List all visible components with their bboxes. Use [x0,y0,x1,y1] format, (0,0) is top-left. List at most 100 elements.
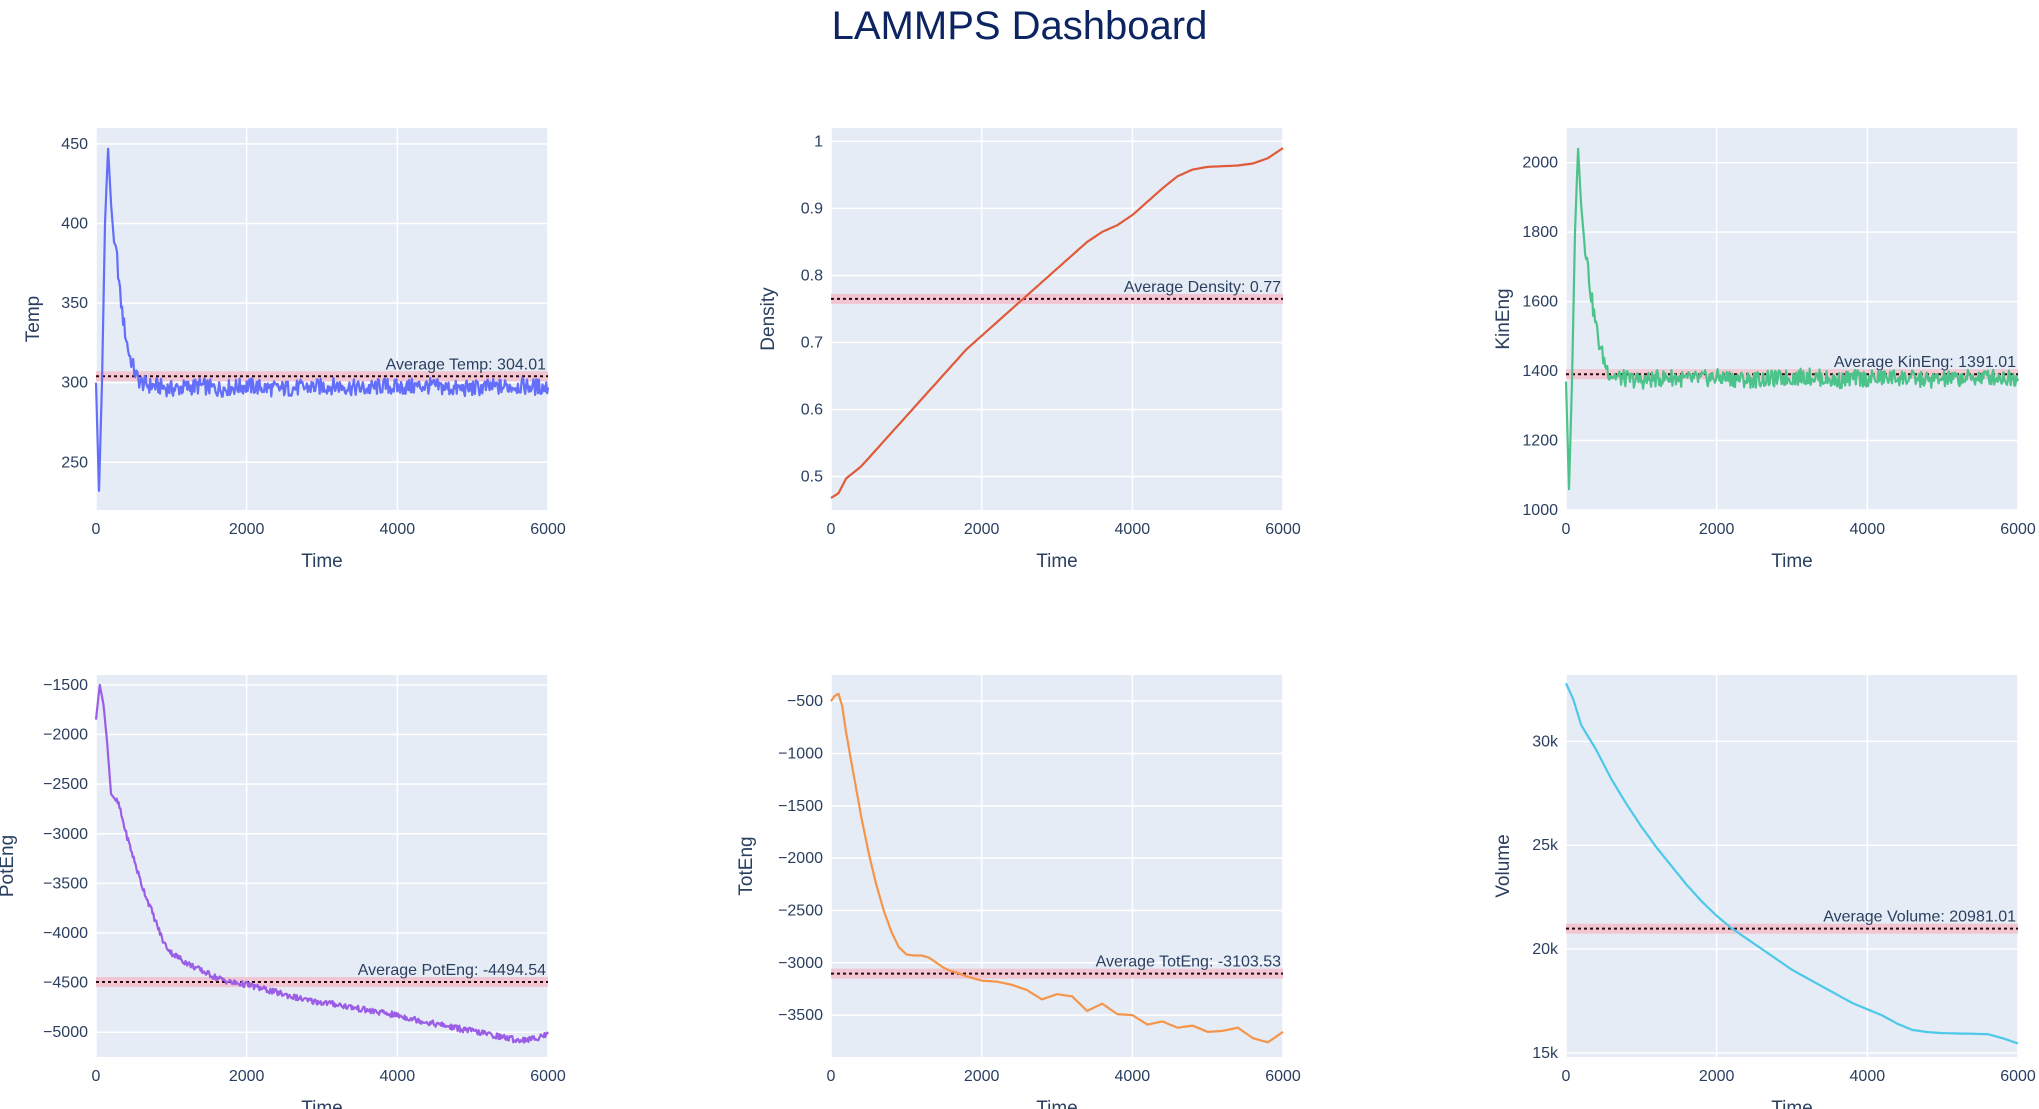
dashboard-title: LAMMPS Dashboard [831,4,1208,48]
y-tick-label: 0.8 [801,267,823,284]
plot-background [96,128,548,510]
x-tick-label: 0 [92,521,101,538]
chart-kineng: 0 2000 4000 6000 1000 1200 1400 1600 1800 2000 Ave… [1493,128,2036,572]
y-tick-label: 0.9 [801,200,823,217]
average-band [96,977,548,988]
y-axis-title: KinEng [1493,288,1514,349]
series-line-poteng [94,683,549,1044]
average-band [831,293,1283,304]
y-tick-label: 350 [61,295,88,312]
y-tick-label: −4000 [43,925,88,942]
x-tick-label: 0 [92,1068,101,1085]
y-axis-title: PotEng [0,835,18,897]
y-tick-label: 25k [1532,837,1559,854]
x-tick-label: 2000 [1699,1068,1735,1085]
series-line-volume [1564,682,2019,1045]
x-axis-title: Time [1036,1098,1078,1109]
plot-background [1566,675,2018,1057]
y-tick-label: −3000 [778,955,823,972]
x-tick-label: 6000 [1265,1068,1301,1085]
plot-background [831,128,1283,510]
x-tick-label: 4000 [1850,521,1886,538]
y-tick-label: 300 [61,375,88,392]
x-tick-label: 2000 [1699,521,1735,538]
x-tick-label: 6000 [1265,521,1301,538]
y-tick-label: −4500 [43,975,88,992]
average-annotation: Average Density: 0.77 [1124,279,1281,296]
y-tick-label: 1800 [1522,224,1558,241]
y-tick-label: 2000 [1522,155,1558,172]
chart-poteng: 0 2000 4000 6000 −5000 −4500 −4000 −3500 −3000 −2… [0,675,566,1109]
y-tick-label: −1500 [778,798,823,815]
x-tick-label: 4000 [1850,1068,1886,1085]
chart-density: 0 2000 4000 6000 0.5 0.6 0.7 0.8 0.9 1 Average Den… [758,128,1301,572]
y-tick-label: 1 [814,133,823,150]
y-tick-label: 0.6 [801,401,823,418]
plot-background [831,675,1283,1057]
x-tick-label: 0 [1562,1068,1571,1085]
x-tick-label: 4000 [1115,521,1151,538]
y-tick-label: 450 [61,136,88,153]
series-line-toteng [830,692,1284,1044]
y-tick-label: 250 [61,454,88,471]
y-tick-label: −5000 [43,1024,88,1041]
average-annotation: Average KinEng: 1391.01 [1834,354,2016,371]
y-tick-label: −3500 [778,1007,823,1024]
x-tick-label: 6000 [530,521,566,538]
average-annotation: Average Volume: 20981.01 [1823,909,2016,926]
y-axis-title: Volume [1493,834,1514,897]
y-tick-label: −1500 [43,677,88,694]
average-band [1566,923,2018,934]
x-tick-label: 6000 [2000,1068,2036,1085]
series-line-kineng [1564,147,2020,491]
x-tick-label: 2000 [229,1068,265,1085]
x-tick-label: 0 [1562,521,1571,538]
chart-temp: 0 2000 4000 6000 250 300 350 400 450 Average Temp… [23,128,566,572]
y-tick-label: 20k [1532,941,1559,958]
plot-background [96,675,548,1057]
x-axis-title: Time [1036,551,1078,572]
chart-toteng: 0 2000 4000 6000 −3500 −3000 −2500 −2000 −1500 −1… [736,675,1301,1109]
y-tick-label: 0.7 [801,334,823,351]
x-tick-label: 0 [827,1068,836,1085]
average-annotation: Average Temp: 304.01 [386,356,547,373]
x-tick-label: 6000 [2000,521,2036,538]
x-axis-title: Time [1771,551,1813,572]
x-axis-title: Time [1771,1098,1813,1109]
y-tick-label: −2000 [778,850,823,867]
series-line-temp [94,147,550,492]
y-tick-label: −2000 [43,727,88,744]
x-tick-label: 4000 [1115,1068,1151,1085]
y-tick-label: 400 [61,216,88,233]
y-tick-label: −3000 [43,826,88,843]
series-line-density [830,147,1284,499]
y-tick-label: −2500 [778,902,823,919]
y-tick-label: 1200 [1522,433,1558,450]
y-tick-label: 1000 [1522,502,1558,519]
y-tick-label: 1600 [1522,294,1558,311]
y-tick-label: 30k [1532,733,1559,750]
x-tick-label: 4000 [380,1068,416,1085]
average-annotation: Average TotEng: -3103.53 [1096,954,1281,971]
y-tick-label: 0.5 [801,468,823,485]
x-tick-label: 6000 [530,1068,566,1085]
plot-background [1566,128,2018,510]
y-axis-title: TotEng [736,836,757,895]
average-band [1566,369,2018,380]
y-axis-title: Temp [23,296,44,342]
y-tick-label: −2500 [43,776,88,793]
average-annotation: Average PotEng: -4494.54 [358,962,546,979]
x-tick-label: 2000 [964,1068,1000,1085]
y-tick-label: 1400 [1522,363,1558,380]
x-axis-title: Time [301,1098,343,1109]
average-band [96,371,548,382]
y-axis-title: Density [758,287,779,351]
x-tick-label: 2000 [229,521,265,538]
chart-volume: 0 2000 4000 6000 15k 20k 25k 30k Average Volume:… [1493,675,2036,1109]
x-axis-title: Time [301,551,343,572]
y-tick-label: −500 [787,693,823,710]
x-tick-label: 0 [827,521,836,538]
x-tick-label: 2000 [964,521,1000,538]
y-tick-label: 15k [1532,1045,1559,1062]
